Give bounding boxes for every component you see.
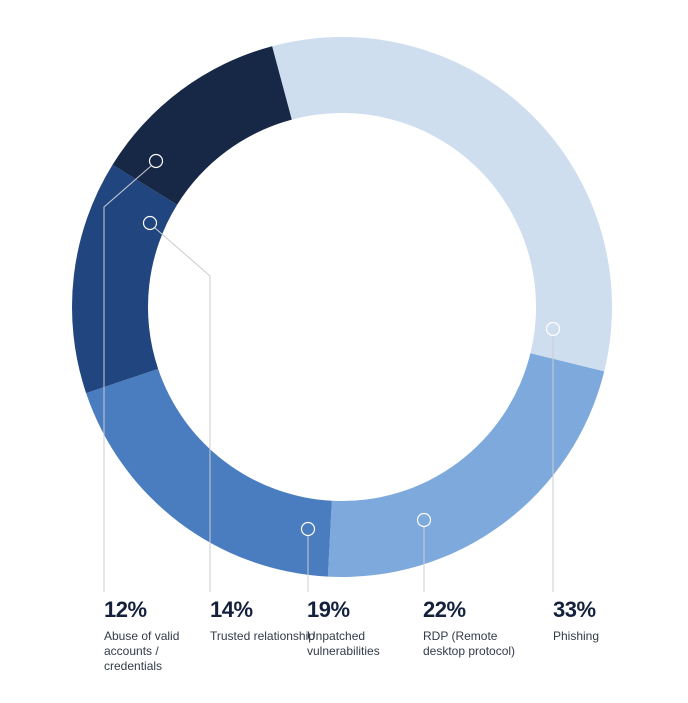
marker	[300, 521, 316, 537]
value-label: 19%	[307, 597, 350, 622]
donut	[71, 37, 612, 577]
donut-segment	[327, 353, 605, 577]
leader-line	[103, 165, 152, 592]
marker	[142, 215, 158, 231]
donut-segment	[71, 164, 178, 394]
value-label: 33%	[553, 597, 596, 622]
leaders	[103, 165, 554, 592]
donut-segment	[112, 46, 292, 205]
markers	[142, 153, 561, 537]
leader-line	[154, 227, 211, 592]
label-group: 19% Unpatched vulnerabilities	[307, 597, 407, 659]
donut-segment	[272, 37, 612, 372]
category-label: Trusted relationship	[210, 629, 315, 643]
label-group: 33% Phishing	[553, 597, 653, 644]
marker	[545, 321, 561, 337]
marker	[416, 512, 432, 528]
value-label: 14%	[210, 597, 253, 622]
category-label: Phishing	[553, 629, 600, 643]
label-group: 22% RDP (Remote desktop protocol)	[423, 597, 523, 659]
category-label: RDP (Remote desktop protocol)	[423, 629, 516, 658]
value-label: 12%	[104, 597, 147, 622]
marker	[148, 153, 164, 169]
value-label: 22%	[423, 597, 466, 622]
donut-segment	[86, 368, 332, 577]
label-group: 12% Abuse of valid accounts / credentials	[104, 597, 204, 674]
category-label: Abuse of valid accounts / credentials	[104, 629, 180, 673]
category-label: Unpatched vulnerabilities	[307, 629, 380, 658]
label-group: 14% Trusted relationship	[210, 597, 315, 644]
